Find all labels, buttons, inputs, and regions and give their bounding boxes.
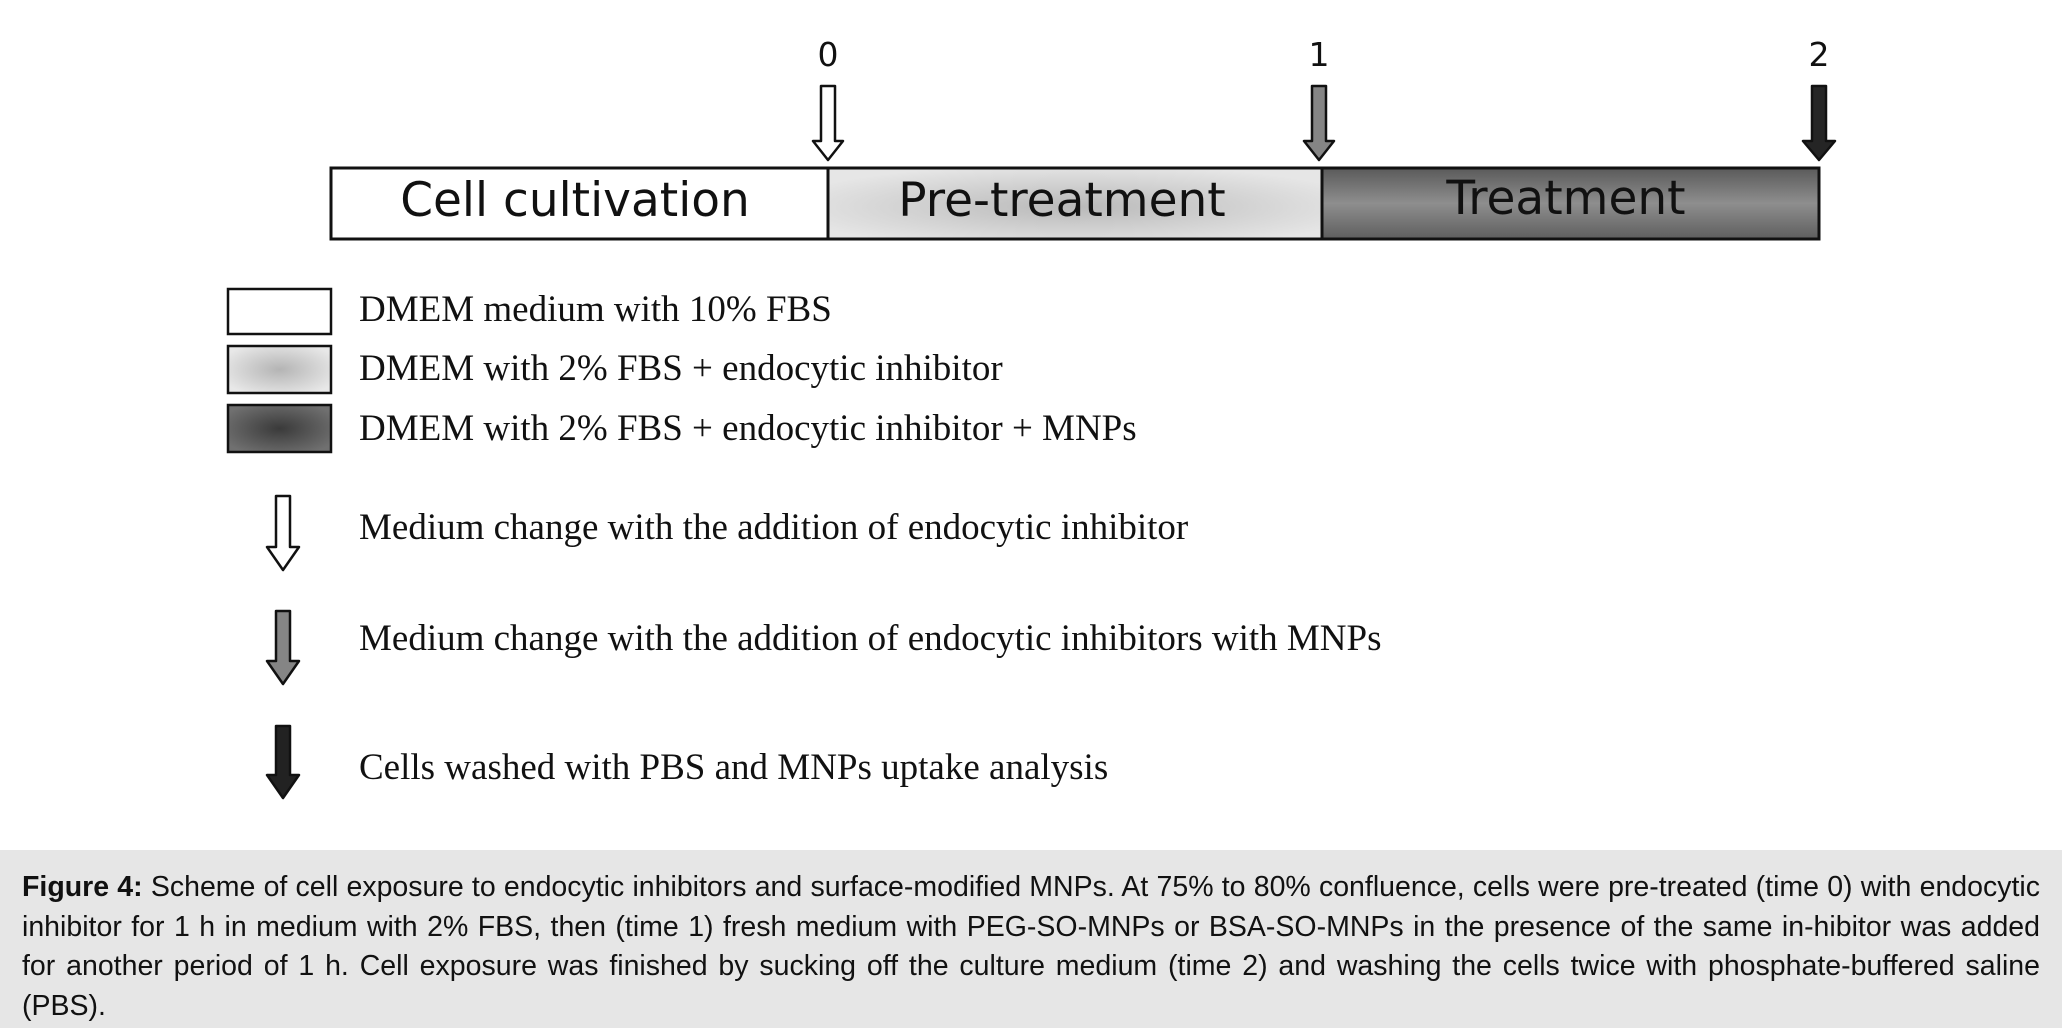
exposure-scheme-diagram: Cell cultivation Pre-treatment Treatment…	[226, 35, 1837, 800]
legend-boxes: DMEM medium with 10% FBS DMEM with 2% FB…	[226, 287, 1137, 454]
down-arrow-icon	[811, 84, 845, 162]
down-arrow-icon	[1801, 84, 1837, 162]
phase-cell-cultivation	[329, 166, 830, 241]
time-label-1: 1	[1309, 35, 1330, 74]
caption-label: Figure 4:	[22, 871, 143, 903]
phase-treatment	[1320, 166, 1821, 241]
down-arrow-icon	[265, 724, 301, 800]
legend-text-white: DMEM medium with 10% FBS	[359, 289, 832, 330]
legend-arrow-text-dark: Cells washed with PBS and MNPs uptake an…	[359, 747, 1108, 788]
legend-arrow-text-white: Medium change with the addition of endoc…	[359, 507, 1188, 548]
phase-pre-treatment	[826, 166, 1324, 241]
legend-swatch-dark	[226, 403, 333, 454]
legend-text-gray: DMEM with 2% FBS + endocytic inhibitor	[359, 348, 1003, 389]
time-label-0: 0	[818, 35, 839, 74]
time-label-2: 2	[1809, 35, 1830, 74]
down-arrow-icon	[1302, 84, 1336, 162]
phase-label-cell-cultivation: Cell cultivation	[400, 173, 750, 228]
phase-label-treatment: Treatment	[1445, 171, 1685, 226]
legend-arrows: Medium change with the addition of endoc…	[265, 494, 1382, 800]
down-arrow-icon	[265, 609, 301, 686]
figure-caption: Figure 4: Scheme of cell exposure to end…	[0, 850, 2062, 1028]
phase-label-pre-treatment: Pre-treatment	[898, 173, 1225, 228]
legend-swatch-gray	[226, 344, 333, 395]
legend-arrow-text-gray: Medium change with the addition of endoc…	[359, 618, 1382, 659]
caption-text: Scheme of cell exposure to endocytic inh…	[22, 871, 2040, 1022]
down-arrow-icon	[265, 494, 301, 572]
time-points: 0 1 2	[811, 35, 1837, 162]
legend-swatch-white	[226, 287, 333, 336]
timeline-bar: Cell cultivation Pre-treatment Treatment	[329, 166, 1821, 241]
legend-text-dark: DMEM with 2% FBS + endocytic inhibitor +…	[359, 408, 1137, 449]
